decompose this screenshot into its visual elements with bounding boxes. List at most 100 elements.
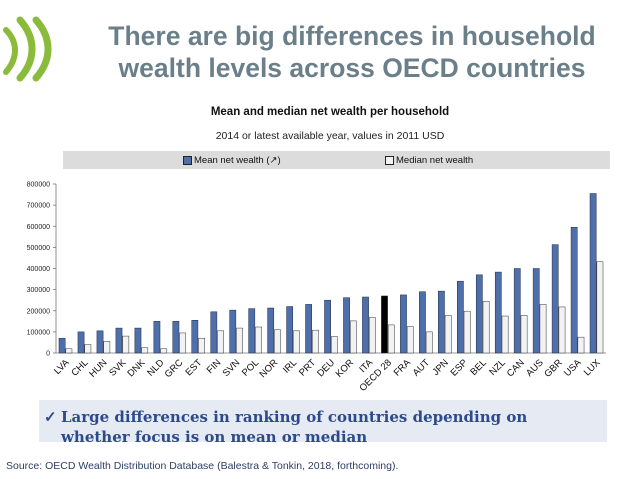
- bar-mean: [551, 244, 559, 354]
- x-tick-label: EST: [184, 357, 205, 378]
- bar-median: [179, 332, 187, 354]
- bar-mean: [513, 268, 521, 354]
- y-tick-label: 400000: [27, 266, 50, 273]
- x-tick-label: CHL: [69, 357, 90, 378]
- bar-median: [293, 330, 300, 354]
- x-tick-label: KOR: [334, 357, 356, 379]
- y-tick-label: 300000: [27, 287, 50, 294]
- bar-mean: [77, 331, 85, 354]
- legend-item-mean: Mean net wealth (↗): [183, 155, 281, 166]
- legend-label-mean: Mean net wealth (↗): [194, 155, 281, 166]
- bar-mean: [343, 297, 350, 354]
- x-tick-label: AUS: [524, 357, 546, 379]
- bar-chart: 0 100000 200000 300000 400000 500000 600000 700…: [27, 182, 606, 394]
- bar-median: [520, 315, 528, 354]
- x-tick-label: DEU: [315, 357, 337, 379]
- x-tick-label: ESP: [449, 357, 470, 378]
- x-tick-label: NZL: [487, 357, 507, 377]
- legend-item-median: Median net wealth: [385, 155, 473, 166]
- x-tick-label: POL: [240, 357, 261, 378]
- source-note: Source: OECD Wealth Distribution Databas…: [6, 460, 399, 472]
- bar-mean: [115, 327, 123, 354]
- bar-mean: [570, 227, 578, 354]
- bar-mean: [267, 307, 275, 354]
- y-tick-label: 600000: [27, 224, 50, 231]
- bar-mean: [286, 306, 294, 354]
- bar-mean: [305, 304, 312, 354]
- x-tick-label: USA: [562, 357, 584, 379]
- bar-median: [274, 329, 281, 354]
- oecd-logo-icon: [3, 16, 52, 82]
- legend-swatch-mean: [183, 156, 192, 165]
- chart-subtitle: 2014 or latest available year, values in…: [215, 130, 445, 142]
- bar-median: [84, 344, 92, 354]
- bar-median: [539, 304, 547, 354]
- bar-median: [198, 337, 205, 354]
- bar-median: [217, 330, 224, 354]
- x-tick-label: GBR: [542, 357, 564, 379]
- bar-median: [406, 326, 414, 354]
- y-tick-label: 0: [46, 351, 50, 358]
- x-tick-label: IRL: [281, 357, 299, 375]
- bar-mean: [191, 320, 199, 354]
- bar-median: [65, 348, 73, 354]
- bar-mean: [589, 193, 597, 354]
- bar-median: [160, 348, 168, 354]
- bar-mean: [134, 327, 142, 354]
- bar-median: [141, 347, 149, 354]
- x-tick-label: CAN: [505, 357, 527, 379]
- legend-label-median: Median net wealth: [396, 155, 474, 166]
- bar-mean: [172, 321, 180, 354]
- x-tick-label: GRC: [163, 357, 186, 380]
- bar-median: [103, 341, 111, 354]
- bar-mean: [229, 309, 237, 354]
- x-tick-label: AUT: [411, 357, 432, 378]
- x-tick-label: SVK: [107, 357, 129, 379]
- callout-box: ✓ Large differences in ranking of countr…: [39, 400, 607, 446]
- bar-median: [558, 306, 566, 354]
- bar-mean: [324, 299, 331, 354]
- x-tick-label: BEL: [468, 357, 488, 377]
- x-tick-label: FRA: [392, 357, 414, 379]
- bar-mean: [96, 330, 104, 354]
- bar-mean: [457, 280, 464, 354]
- check-icon: ✓: [44, 408, 57, 426]
- bar-mean: [400, 294, 407, 354]
- bar-mean: [419, 291, 426, 354]
- x-tick-label: NOR: [258, 357, 281, 380]
- bar-median: [350, 320, 357, 354]
- bar-median: [596, 261, 604, 354]
- x-tick-label: NLD: [145, 357, 166, 378]
- bar-median: [312, 329, 319, 354]
- bar-mean: [153, 321, 161, 354]
- x-tick-label: DNK: [126, 357, 148, 379]
- page-title: There are big differences in household w…: [108, 21, 596, 83]
- y-tick-label: 800000: [27, 182, 50, 189]
- x-tick-label: PRT: [297, 357, 318, 378]
- bar-median: [236, 327, 243, 354]
- bar-mean: [438, 290, 445, 354]
- bar-mean: [362, 296, 369, 354]
- chart-legend: Mean net wealth (↗) Median net wealth: [63, 151, 610, 169]
- x-tick-label: FIN: [205, 357, 224, 376]
- bar-mean: [210, 311, 218, 354]
- bar-median: [577, 336, 585, 354]
- x-tick-label: JPN: [430, 357, 451, 378]
- chart-title: Mean and median net wealth per household: [210, 106, 450, 118]
- bar-median: [122, 335, 130, 354]
- bar-median: [501, 315, 509, 354]
- x-tick-label: LVA: [52, 357, 72, 377]
- y-tick-label: 500000: [27, 245, 50, 252]
- bar-mean: [248, 308, 256, 354]
- legend-swatch-median: [385, 156, 394, 165]
- y-tick-label: 700000: [27, 203, 50, 210]
- callout-text: Large differences in ranking of countrie…: [61, 408, 528, 446]
- bar-median: [387, 324, 395, 354]
- bar-median: [255, 326, 262, 354]
- bar-mean: [475, 274, 483, 354]
- bar-mean: [532, 268, 540, 354]
- x-tick-label: LUX: [582, 357, 603, 378]
- bar-median: [368, 317, 376, 354]
- bar-mean: [494, 271, 502, 354]
- bar-mean: [58, 337, 66, 354]
